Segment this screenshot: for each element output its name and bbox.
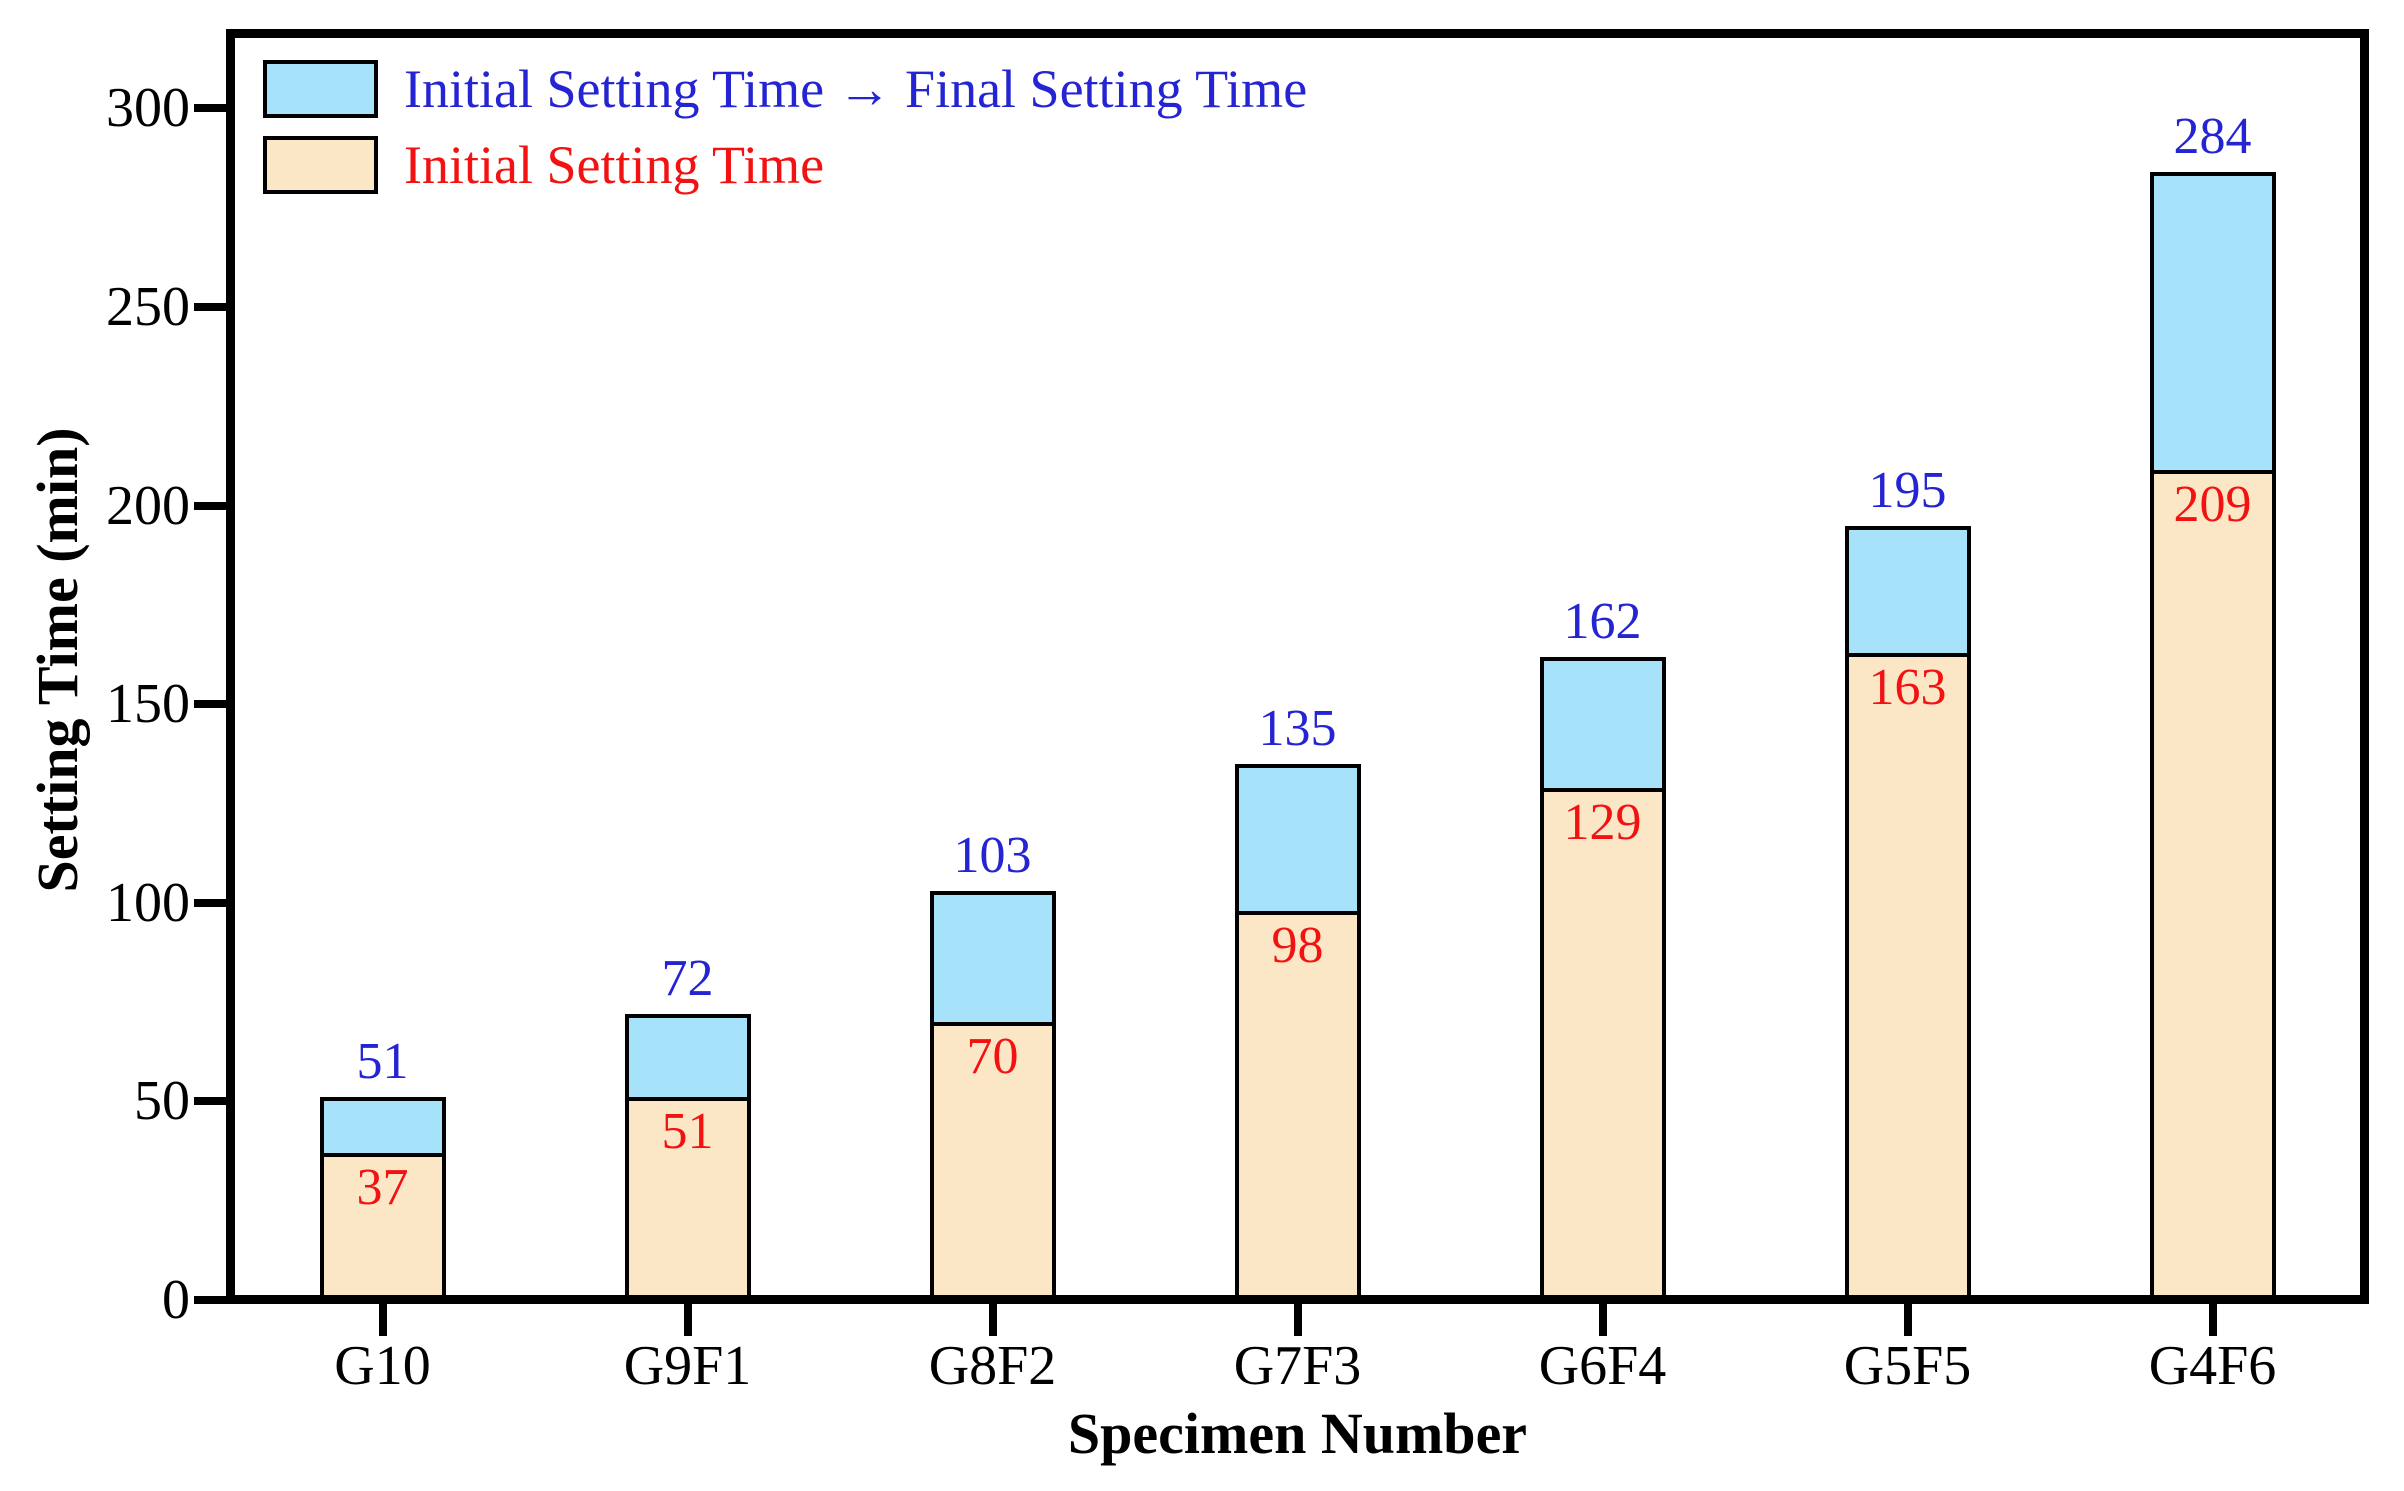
x-axis-tick bbox=[1903, 1300, 1912, 1336]
final-setting-time-value: 51 bbox=[356, 1033, 409, 1091]
bar-segment-final-setting-time bbox=[1539, 656, 1666, 792]
initial-setting-time-value: 37 bbox=[356, 1159, 409, 1217]
x-axis-tick-label: G8F2 bbox=[928, 1335, 1057, 1397]
final-setting-time-value: 284 bbox=[2173, 108, 2252, 165]
initial-setting-time-value: 163 bbox=[1868, 658, 1947, 716]
final-setting-time-value: 195 bbox=[1868, 461, 1947, 519]
final-setting-time-value: 72 bbox=[661, 950, 714, 1008]
x-axis-tick-label: G5F5 bbox=[1843, 1335, 1972, 1397]
final-setting-time-value: 135 bbox=[1258, 699, 1337, 757]
legend-label-final-setting-time: Initial Setting Time → Final Setting Tim… bbox=[404, 59, 1308, 119]
legend-label-initial-setting-time: Initial Setting Time bbox=[404, 135, 825, 195]
x-axis-tick-label: G9F1 bbox=[623, 1335, 752, 1397]
y-axis-tick bbox=[194, 1296, 230, 1304]
bar-segment-final-setting-time bbox=[1234, 763, 1361, 915]
y-axis-tick-label: 50 bbox=[134, 1070, 190, 1133]
initial-setting-time-value: 209 bbox=[2173, 475, 2252, 533]
x-axis-tick-label: G6F4 bbox=[1538, 1335, 1667, 1397]
bar-segment-initial-setting-time bbox=[1844, 652, 1971, 1300]
y-axis-tick bbox=[194, 303, 230, 312]
y-axis-tick bbox=[194, 104, 230, 113]
bar-segment-initial-setting-time bbox=[929, 1021, 1056, 1300]
y-axis-tick-label: 0 bbox=[162, 1269, 190, 1331]
final-setting-time-value: 162 bbox=[1563, 592, 1642, 650]
x-axis-tick bbox=[1293, 1300, 1302, 1336]
x-axis-tick-label: G10 bbox=[334, 1335, 431, 1397]
bar-segment-final-setting-time bbox=[624, 1014, 751, 1102]
y-axis-tick bbox=[194, 700, 230, 709]
initial-setting-time-value: 70 bbox=[966, 1027, 1019, 1085]
y-axis-tick-label: 150 bbox=[106, 673, 190, 736]
bar-segment-initial-setting-time bbox=[624, 1097, 751, 1300]
x-axis-tick-label: G4F6 bbox=[2148, 1335, 2277, 1397]
y-axis-tick-label: 300 bbox=[106, 77, 190, 140]
initial-setting-time-value: 51 bbox=[661, 1103, 714, 1161]
initial-setting-time-value: 129 bbox=[1563, 793, 1642, 851]
bar-segment-final-setting-time bbox=[929, 890, 1056, 1026]
legend-item-final-setting-time: Initial Setting Time → Final Setting Tim… bbox=[263, 60, 1307, 118]
y-axis-tick-label: 100 bbox=[106, 871, 190, 934]
legend-swatch-final-setting-time bbox=[263, 60, 378, 118]
final-setting-time-value: 103 bbox=[953, 826, 1032, 884]
y-axis-tick-label: 200 bbox=[106, 474, 190, 537]
y-axis-tick bbox=[194, 501, 230, 510]
y-axis-tick bbox=[194, 898, 230, 907]
y-axis-title: Setting Time (min) bbox=[25, 427, 90, 893]
x-axis-tick bbox=[1598, 1300, 1607, 1336]
x-axis-tick bbox=[378, 1300, 387, 1336]
y-axis-tick-label: 250 bbox=[106, 276, 190, 339]
legend-item-initial-setting-time: Initial Setting Time bbox=[263, 136, 824, 194]
x-axis-tick-label: G7F3 bbox=[1233, 1335, 1362, 1397]
bar-segment-initial-setting-time bbox=[1539, 787, 1666, 1300]
initial-setting-time-value: 98 bbox=[1271, 916, 1324, 974]
legend-swatch-initial-setting-time bbox=[263, 136, 378, 194]
bar-segment-final-setting-time bbox=[2149, 172, 2276, 474]
x-axis-title: Specimen Number bbox=[1067, 1401, 1528, 1466]
x-axis-tick bbox=[2208, 1300, 2217, 1336]
bar-segment-final-setting-time bbox=[1844, 525, 1971, 657]
x-axis-tick bbox=[988, 1300, 997, 1336]
x-axis-tick bbox=[683, 1300, 692, 1336]
bar-segment-initial-setting-time bbox=[2149, 469, 2276, 1300]
y-axis-tick bbox=[194, 1097, 230, 1106]
bar-segment-final-setting-time bbox=[319, 1097, 446, 1158]
